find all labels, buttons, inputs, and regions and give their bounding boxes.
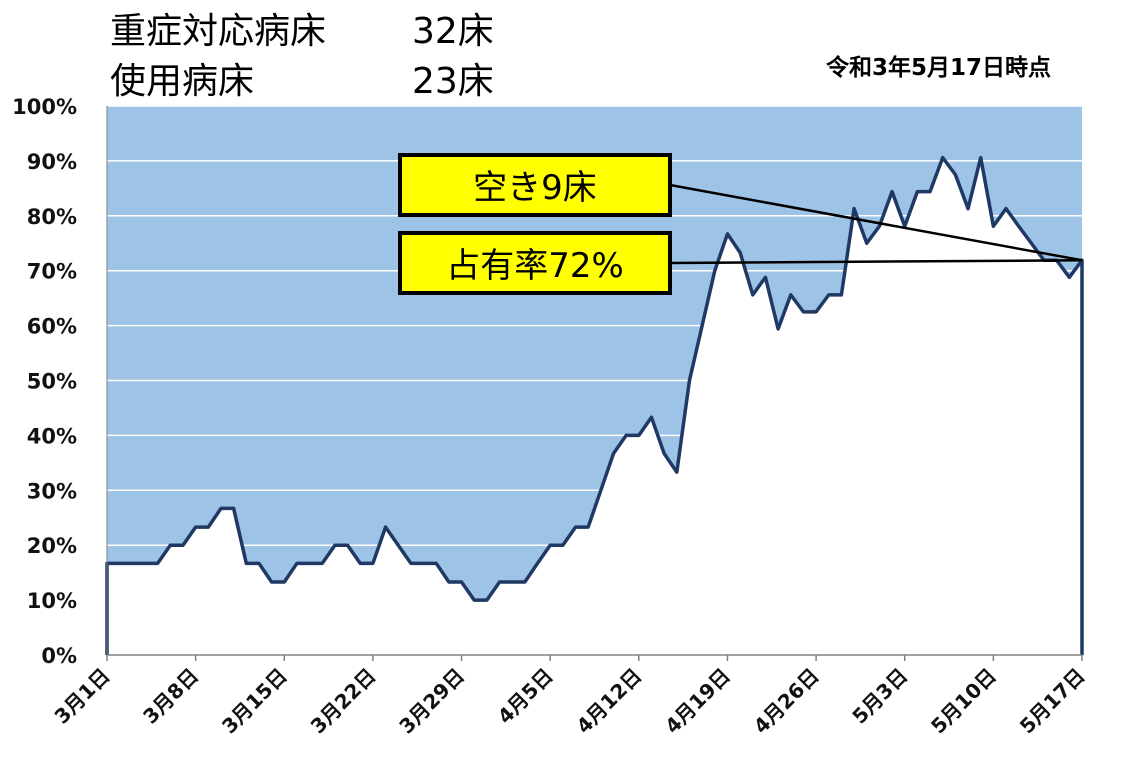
y-tick-label: 100% [12, 95, 77, 119]
y-tick-label: 60% [27, 315, 77, 339]
header-value-used-beds: 23床 [412, 61, 494, 102]
y-tick-label: 80% [27, 205, 77, 229]
x-tick-label: 3月22日 [306, 664, 381, 739]
x-tick-label: 4月12日 [572, 664, 647, 739]
callout-leader-lines [669, 183, 1083, 265]
x-tick-label: 4月19日 [660, 664, 735, 739]
y-tick-label: 40% [27, 424, 77, 448]
y-tick-label: 20% [27, 534, 77, 558]
x-tick-label: 3月15日 [217, 664, 292, 739]
callout-vacant-text: 空き9床 [473, 168, 597, 208]
x-tick-label: 4月5日 [493, 664, 558, 729]
x-tick-label: 3月8日 [138, 664, 203, 729]
occupied-area [107, 157, 1082, 656]
axes [106, 106, 1082, 656]
leader-line-vacant [669, 183, 1083, 262]
callout-rate-box [398, 231, 672, 295]
x-tick-label: 5月3日 [847, 664, 912, 729]
y-axis-ticks: 0% 10% 20% 30% 40% 50% 60% 70% 80% 90% 100% [12, 95, 77, 668]
x-tick-label: 3月29日 [394, 664, 469, 739]
x-tick-label: 5月17日 [1015, 664, 1090, 739]
callout-rate-text: 占有率72% [446, 246, 624, 286]
callout-vacant-box [398, 153, 672, 217]
leader-line-rate [669, 259, 1083, 265]
header-label-used-beds: 使用病床 [110, 61, 255, 102]
callout-occupancy-rate: 占有率72% [398, 231, 672, 295]
y-tick-label: 50% [27, 370, 77, 394]
x-tick-label: 3月1日 [50, 664, 115, 729]
y-tick-label: 0% [41, 644, 77, 668]
callout-vacant-beds: 空き9床 [398, 153, 672, 217]
as-of-date: 令和3年5月17日時点 [826, 55, 1052, 81]
x-tick-label: 5月10日 [926, 664, 1001, 739]
y-tick-label: 70% [27, 260, 77, 284]
y-tick-label: 90% [27, 150, 77, 174]
occupancy-line [105, 155, 1084, 655]
header-value-critical-beds: 32床 [412, 11, 494, 52]
x-axis-ticks: 3月1日 3月8日 3月15日 3月22日 3月29日 4月5日 4月12日 4月19日 4月2… [50, 655, 1090, 738]
y-tick-label: 30% [27, 479, 77, 503]
x-tick-label: 4月26日 [749, 664, 824, 739]
y-tick-label: 10% [27, 589, 77, 613]
header-label-critical-beds: 重症対応病床 [110, 11, 327, 52]
